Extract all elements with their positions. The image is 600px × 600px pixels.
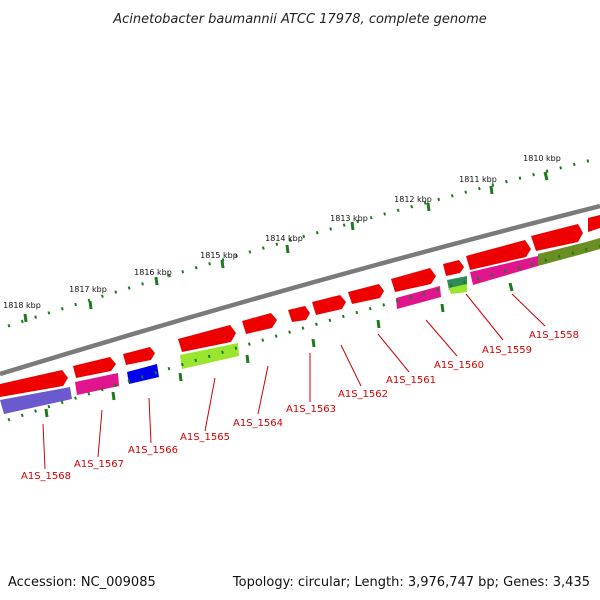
gene-feature — [0, 387, 72, 414]
inner-ruler — [7, 244, 600, 422]
gene-feature — [466, 240, 531, 270]
major-tick — [44, 408, 49, 418]
gene-label: A1S_1567 — [74, 459, 124, 470]
ruler-label: 1815 kbp — [200, 251, 238, 260]
gene-label: A1S_1563 — [286, 404, 336, 415]
gene-label: A1S_1560 — [434, 360, 484, 371]
ruler-label: 1818 kbp — [3, 301, 41, 310]
gene-feature — [288, 306, 310, 322]
genome-backbone — [0, 203, 600, 377]
gene-feature — [75, 373, 119, 395]
outer-ruler-ticks — [7, 156, 600, 328]
ruler-label: 1812 kbp — [394, 195, 432, 204]
gene-feature — [127, 364, 159, 384]
gene-feature — [531, 224, 583, 251]
accession-text: Accession: NC_009085 — [8, 575, 156, 590]
leader-line — [465, 293, 504, 341]
gene-feature — [396, 286, 441, 309]
major-tick — [245, 354, 250, 364]
gene-feature — [242, 313, 277, 334]
leader-line — [425, 319, 458, 357]
leader-line — [511, 293, 546, 327]
gene-feature — [73, 357, 116, 378]
major-tick — [426, 202, 431, 212]
gene-label: A1S_1562 — [338, 389, 388, 400]
major-tick — [220, 259, 225, 269]
major-tick — [376, 319, 381, 329]
major-tick — [154, 276, 159, 286]
gene-label: A1S_1558 — [529, 330, 579, 341]
gene-track — [0, 215, 600, 414]
major-tick — [543, 171, 549, 181]
gene-label: A1S_1559 — [482, 345, 532, 356]
gene-feature — [123, 347, 155, 365]
major-tick — [178, 372, 183, 382]
gene-feature — [588, 215, 600, 232]
map-title: Acinetobacter baumannii ATCC 17978, comp… — [112, 12, 487, 27]
gene-feature — [443, 260, 464, 276]
gene-feature — [348, 284, 384, 304]
major-tick — [440, 303, 445, 313]
major-tick — [508, 282, 514, 292]
ruler-label: 1813 kbp — [330, 214, 368, 223]
leader-line — [97, 409, 103, 458]
major-tick — [489, 185, 494, 195]
gene-label: A1S_1568 — [21, 471, 71, 482]
ruler-label: 1816 kbp — [134, 268, 172, 277]
leader-line — [42, 423, 46, 470]
gene-label: A1S_1566 — [128, 445, 178, 456]
major-tick — [285, 244, 290, 254]
ruler-label: 1810 kbp — [523, 154, 561, 163]
gene-feature — [391, 268, 436, 292]
leader-line — [340, 344, 362, 387]
gene-feature — [0, 370, 68, 397]
genome-summary: Topology: circular; Length: 3,976,747 bp… — [232, 575, 590, 590]
gene-label: A1S_1561 — [386, 375, 436, 386]
label-leaders — [42, 293, 546, 470]
ruler-label: 1811 kbp — [459, 175, 497, 184]
gene-feature — [449, 284, 467, 294]
outer-ruler — [7, 156, 600, 328]
leader-line — [148, 397, 152, 444]
major-tick — [88, 300, 93, 310]
leader-line — [257, 365, 269, 415]
ruler-label: 1814 kbp — [265, 234, 303, 243]
leader-line — [377, 333, 410, 373]
gene-feature — [312, 295, 346, 315]
ruler-label: 1817 kbp — [69, 285, 107, 294]
gene-label: A1S_1565 — [180, 432, 230, 443]
major-tick — [350, 221, 355, 231]
leader-line — [204, 377, 216, 432]
major-tick — [311, 338, 316, 348]
major-tick — [23, 313, 28, 323]
gene-feature — [538, 238, 600, 266]
gene-label: A1S_1564 — [233, 418, 283, 429]
gene-feature — [178, 325, 236, 352]
major-tick — [111, 391, 116, 401]
